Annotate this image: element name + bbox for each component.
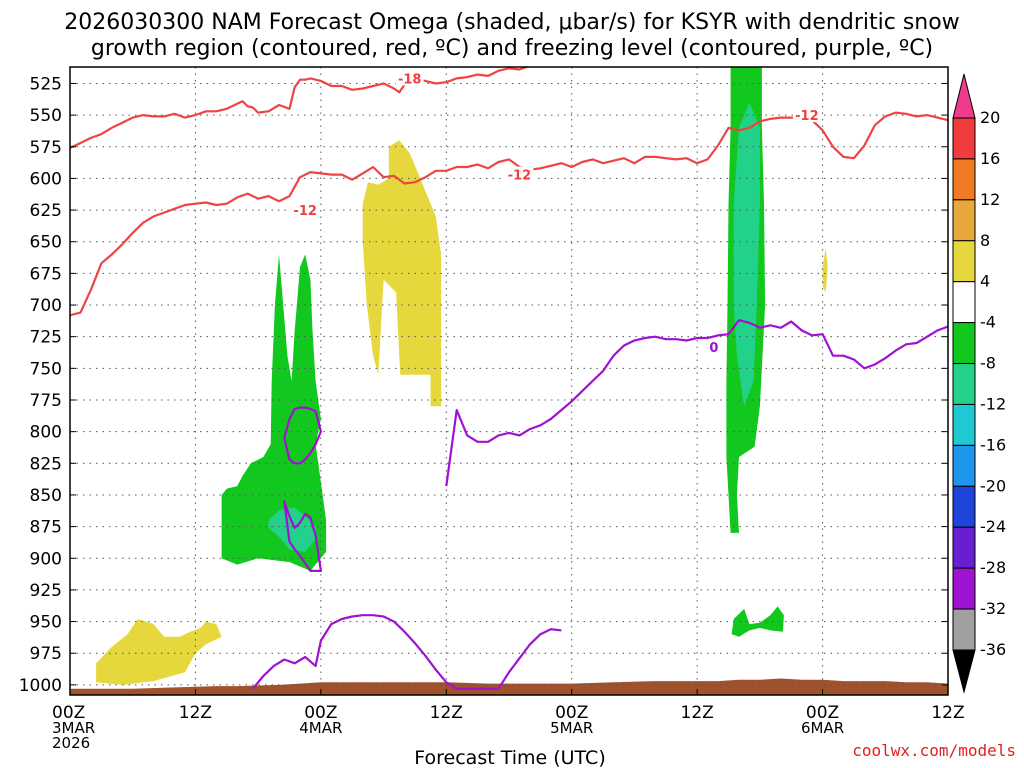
x-tick-label: 3MAR <box>52 719 95 737</box>
freezing-level-loop-left <box>283 406 322 465</box>
isotherm-label-bg <box>792 107 821 123</box>
y-tick-label: 750 <box>30 359 62 379</box>
colorbar-label: 16 <box>980 149 1000 168</box>
plot-area <box>70 67 948 695</box>
colorbar-label: -24 <box>980 517 1006 536</box>
omega-yellow-small-right <box>822 248 828 293</box>
colorbar-label: -20 <box>980 476 1006 495</box>
colorbar-swatch <box>952 444 976 487</box>
omega-yellow-bottom-left <box>96 619 222 685</box>
y-tick-label: 550 <box>30 106 62 126</box>
y-tick-label: 875 <box>30 518 62 538</box>
y-tick-label: 800 <box>30 423 62 443</box>
dgz-contour-minus18 <box>70 67 530 149</box>
colorbar-bottom-arrow <box>952 649 976 694</box>
colorbar-swatch <box>952 608 976 651</box>
isotherm-label: 0 <box>709 341 718 356</box>
plot-frame <box>69 66 949 696</box>
credit-text: coolwx.com/models <box>852 741 1016 760</box>
y-axis-ticks: 525 550 575 600 625 650 675 700 725 750 775 800 825 8… <box>19 74 948 696</box>
colorbar-label: -8 <box>980 354 996 373</box>
chart-title-line2: growth region (contoured, red, ºC) and f… <box>91 36 933 61</box>
colorbar-swatch <box>952 363 976 405</box>
colorbar-label: -16 <box>980 435 1006 454</box>
colorbar-label: -32 <box>980 599 1006 618</box>
colorbar-label: -12 <box>980 394 1006 413</box>
colorbar-label: -36 <box>980 640 1006 659</box>
isotherm-label-bg <box>395 70 424 86</box>
isotherm-label: -18 <box>398 72 422 87</box>
y-tick-label: 975 <box>30 644 62 664</box>
colorbar-top-arrow <box>952 73 976 119</box>
colorbar-swatch <box>952 322 976 365</box>
colorbar-swatch <box>952 117 976 160</box>
y-tick-label: 575 <box>30 138 62 158</box>
y-tick-label: 900 <box>30 549 62 569</box>
colorbar-swatch <box>952 485 976 528</box>
colorbar: 20 16 12 8 4 -4 -8 -12 -16 -20 -24 -28 -32 -36 <box>952 73 1006 694</box>
y-tick-label: 950 <box>30 613 62 633</box>
colorbar-swatch <box>952 158 976 201</box>
y-tick-label: 650 <box>30 233 62 253</box>
chart-title-line1: 2026030300 NAM Forecast Omega (shaded, μ… <box>64 10 959 35</box>
x-tick-label: 00Z <box>806 703 839 723</box>
colorbar-label: -28 <box>980 558 1006 577</box>
isotherm-label-bg <box>708 338 719 354</box>
x-tick-label: 6MAR <box>801 719 844 737</box>
y-tick-label: 625 <box>30 201 62 221</box>
x-tick-label: 00Z <box>555 703 588 723</box>
y-tick-label: 775 <box>30 391 62 411</box>
x-tick-label: 2026 <box>52 734 90 752</box>
omega-green-small-right <box>731 606 784 637</box>
x-tick-label: 5MAR <box>550 719 593 737</box>
colorbar-swatch <box>952 240 976 283</box>
omega-green-blob-main <box>221 254 327 571</box>
colorbar-label: 4 <box>980 272 990 291</box>
x-tick-label: 4MAR <box>299 719 342 737</box>
y-tick-label: 600 <box>30 169 62 189</box>
isotherm-label-bg <box>505 166 534 182</box>
x-tick-label: 00Z <box>304 703 337 723</box>
isotherm-label: -12 <box>508 169 532 184</box>
colorbar-label: 20 <box>980 108 1000 127</box>
x-axis-label: Forecast Time (UTC) <box>414 747 605 768</box>
isotherm-label: -12 <box>293 204 317 219</box>
y-tick-label: 825 <box>30 454 62 474</box>
isotherm-label: -12 <box>795 109 819 124</box>
y-tick-label: 725 <box>30 328 62 348</box>
omega-shading-layer <box>96 67 828 685</box>
terrain-ground-fill <box>70 678 948 695</box>
isotherm-label-bg <box>291 202 320 218</box>
colorbar-label: 8 <box>980 231 990 250</box>
contour-label-layer: -18 -12 -12 -12 0 <box>291 70 821 356</box>
x-tick-label: 12Z <box>931 703 964 723</box>
colorbar-swatch <box>952 199 976 242</box>
freezing-level-loop-right <box>283 500 322 572</box>
y-tick-label: 925 <box>30 581 62 601</box>
x-tick-label: 12Z <box>681 703 714 723</box>
colorbar-label: 12 <box>980 190 1000 209</box>
omega-teal-left <box>268 507 316 552</box>
colorbar-swatch <box>952 403 976 446</box>
freezing-level-lower-contour <box>252 614 562 690</box>
terrain-layer <box>70 678 948 695</box>
y-tick-label: 675 <box>30 264 62 284</box>
y-tick-label: 700 <box>30 296 62 316</box>
y-tick-label: 1000 <box>19 676 62 696</box>
colorbar-label: -4 <box>980 313 996 332</box>
y-tick-label: 525 <box>30 74 62 94</box>
colorbar-swatch <box>952 567 976 610</box>
x-tick-label: 12Z <box>179 703 212 723</box>
freezing-level-contour <box>445 319 948 487</box>
colorbar-swatch <box>952 526 976 569</box>
y-tick-label: 850 <box>30 486 62 506</box>
colorbar-swatch <box>952 281 976 324</box>
x-tick-label: 00Z <box>52 703 85 723</box>
x-tick-label: 12Z <box>430 703 463 723</box>
